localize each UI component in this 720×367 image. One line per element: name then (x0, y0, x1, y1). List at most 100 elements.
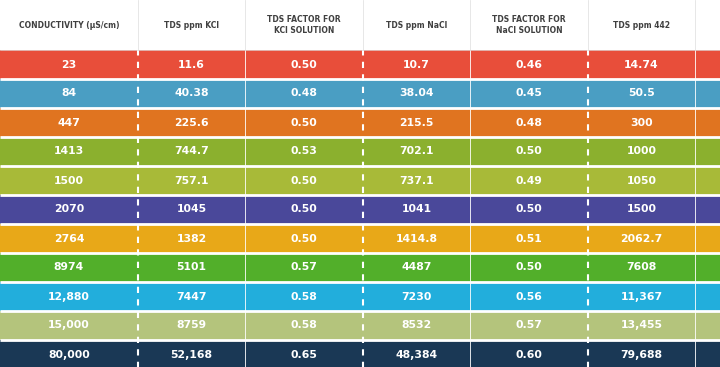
Bar (470, 195, 588, 224)
Bar (363, 166, 470, 195)
Bar (695, 166, 720, 195)
Text: 38.04: 38.04 (400, 88, 433, 98)
Bar (363, 253, 470, 282)
Bar (0, 0, 720, 50)
Bar (138, 224, 245, 253)
Text: 0.58: 0.58 (291, 320, 318, 331)
Text: 79,688: 79,688 (621, 349, 662, 360)
Text: 0.50: 0.50 (516, 146, 542, 156)
Text: 300: 300 (630, 117, 653, 127)
Bar (138, 253, 245, 282)
Text: 1050: 1050 (626, 175, 657, 185)
Text: 744.7: 744.7 (174, 146, 209, 156)
Bar (0, 79, 138, 108)
Bar (0, 253, 138, 282)
Bar (470, 224, 588, 253)
Bar (245, 253, 363, 282)
Text: 0.49: 0.49 (516, 175, 542, 185)
Text: 7608: 7608 (626, 262, 657, 273)
Text: 1500: 1500 (54, 175, 84, 185)
Bar (470, 311, 588, 340)
Bar (588, 79, 695, 108)
Text: 1382: 1382 (176, 233, 207, 243)
Bar (695, 79, 720, 108)
Bar (470, 108, 588, 137)
Text: 1413: 1413 (54, 146, 84, 156)
Text: TDS ppm 442: TDS ppm 442 (613, 21, 670, 29)
Bar (695, 195, 720, 224)
Text: 1000: 1000 (626, 146, 657, 156)
Bar (588, 340, 695, 367)
Text: 0.50: 0.50 (291, 59, 318, 69)
Bar (0, 108, 138, 137)
Text: 0.50: 0.50 (291, 175, 318, 185)
Text: 0.50: 0.50 (516, 262, 542, 273)
Text: CONDUCTIVITY (μS/cm): CONDUCTIVITY (μS/cm) (19, 21, 120, 29)
Text: 757.1: 757.1 (174, 175, 209, 185)
Bar (0, 50, 138, 79)
Text: 2764: 2764 (54, 233, 84, 243)
Bar (138, 166, 245, 195)
Text: 0.48: 0.48 (516, 117, 542, 127)
Bar (695, 340, 720, 367)
Text: TDS ppm NaCl: TDS ppm NaCl (386, 21, 447, 29)
Bar (138, 340, 245, 367)
Bar (245, 224, 363, 253)
Bar (588, 108, 695, 137)
Bar (695, 50, 720, 79)
Bar (363, 108, 470, 137)
Text: TDS FACTOR FOR
NaCl SOLUTION: TDS FACTOR FOR NaCl SOLUTION (492, 15, 566, 35)
Text: 84: 84 (61, 88, 76, 98)
Text: 737.1: 737.1 (399, 175, 434, 185)
Text: 0.46: 0.46 (516, 59, 542, 69)
Text: 0.48: 0.48 (291, 88, 318, 98)
Bar (0, 311, 138, 340)
Bar (245, 137, 363, 166)
Bar (363, 137, 470, 166)
Text: 5101: 5101 (176, 262, 207, 273)
Text: 0.60: 0.60 (516, 349, 542, 360)
Text: 4487: 4487 (401, 262, 432, 273)
Text: 8759: 8759 (176, 320, 207, 331)
Bar (588, 137, 695, 166)
Bar (470, 50, 588, 79)
Bar (138, 137, 245, 166)
Bar (470, 340, 588, 367)
Bar (0, 195, 138, 224)
Bar (695, 282, 720, 311)
Text: 0.58: 0.58 (291, 291, 318, 302)
Text: 1414.8: 1414.8 (395, 233, 438, 243)
Text: 2062.7: 2062.7 (621, 233, 662, 243)
Text: 447: 447 (58, 117, 81, 127)
Text: 23: 23 (61, 59, 76, 69)
Bar (138, 79, 245, 108)
Text: 10.7: 10.7 (403, 59, 430, 69)
Text: 11.6: 11.6 (178, 59, 205, 69)
Text: 13,455: 13,455 (621, 320, 662, 331)
Text: 0.50: 0.50 (291, 233, 318, 243)
Bar (588, 253, 695, 282)
Text: 1045: 1045 (176, 204, 207, 214)
Bar (363, 282, 470, 311)
Bar (0, 282, 138, 311)
Text: 8532: 8532 (401, 320, 431, 331)
Bar (470, 137, 588, 166)
Bar (363, 311, 470, 340)
Bar (0, 137, 138, 166)
Bar (138, 195, 245, 224)
Bar (363, 224, 470, 253)
Bar (470, 79, 588, 108)
Bar (363, 79, 470, 108)
Text: 225.6: 225.6 (174, 117, 209, 127)
Text: 0.50: 0.50 (291, 204, 318, 214)
Text: TDS FACTOR FOR
KCl SOLUTION: TDS FACTOR FOR KCl SOLUTION (267, 15, 341, 35)
Bar (588, 282, 695, 311)
Text: 0.56: 0.56 (516, 291, 542, 302)
Bar (0, 224, 138, 253)
Bar (138, 108, 245, 137)
Text: 215.5: 215.5 (400, 117, 433, 127)
Text: 0.57: 0.57 (291, 262, 318, 273)
Bar (138, 311, 245, 340)
Text: 50.5: 50.5 (628, 88, 655, 98)
Bar (245, 195, 363, 224)
